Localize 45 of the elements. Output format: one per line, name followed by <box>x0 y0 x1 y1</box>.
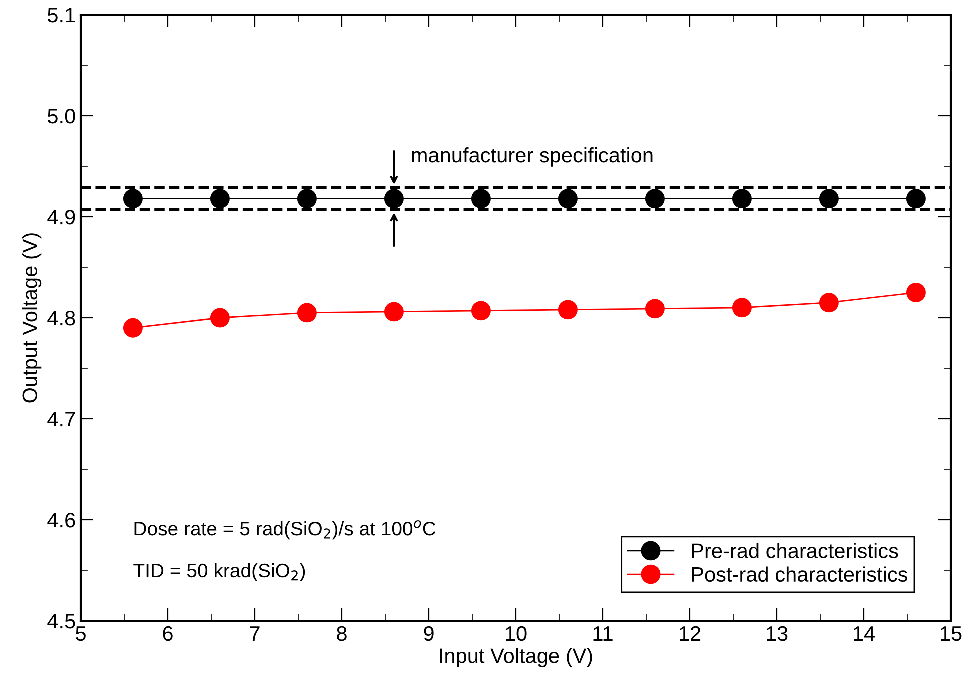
point <box>732 298 752 318</box>
point <box>297 189 317 209</box>
legend-label: Post-rad characteristics <box>692 566 908 582</box>
y-tick-label: 4.9 <box>48 210 76 225</box>
point <box>819 189 839 209</box>
point <box>297 303 317 323</box>
x-tick-label: 8 <box>337 626 347 642</box>
x-tick-label: 15 <box>941 626 962 642</box>
point <box>123 318 143 338</box>
x-tick-label: 7 <box>250 626 260 641</box>
y-axis-title: Output Voltage (V) <box>22 234 42 403</box>
point <box>471 189 491 209</box>
point <box>819 293 839 313</box>
point <box>558 300 578 320</box>
annotation: manufacturer specification <box>412 147 653 167</box>
y-tick-label: 4.6 <box>48 513 76 528</box>
legend-label: Pre-rad characteristics <box>692 543 898 558</box>
point <box>645 189 665 209</box>
point <box>645 299 665 319</box>
y-tick-label: 5.0 <box>48 109 76 124</box>
annotation: TID = 50 krad(SiO$_{2}$) <box>134 563 306 582</box>
x-tick-label: 10 <box>506 626 527 642</box>
x-tick-label: 12 <box>680 626 701 641</box>
x-tick-label: 9 <box>424 626 434 642</box>
x-tick-label: 11 <box>594 626 613 641</box>
y-tick-label: 4.7 <box>48 412 76 427</box>
x-tick-label: 14 <box>854 626 875 641</box>
x-tick-label: 5 <box>76 626 86 642</box>
point <box>210 308 230 328</box>
x-tick-label: 13 <box>767 626 788 642</box>
point <box>558 189 578 209</box>
x-tick-label: 6 <box>163 626 173 642</box>
point <box>471 301 491 321</box>
y-tick-label: 4.8 <box>48 311 76 326</box>
point <box>906 283 926 302</box>
point <box>384 302 404 322</box>
y-tick-label: 4.5 <box>48 614 76 629</box>
point <box>210 189 230 209</box>
x-axis-title: Input Voltage (V) <box>440 648 592 668</box>
annotation: Dose rate = 5 rad(SiO$_{2}$)/s at 100$^{o}$C <box>134 520 436 540</box>
point <box>732 189 752 209</box>
point <box>123 189 143 209</box>
point <box>906 189 926 209</box>
point <box>384 189 404 209</box>
y-tick-label: 5.1 <box>48 8 76 23</box>
